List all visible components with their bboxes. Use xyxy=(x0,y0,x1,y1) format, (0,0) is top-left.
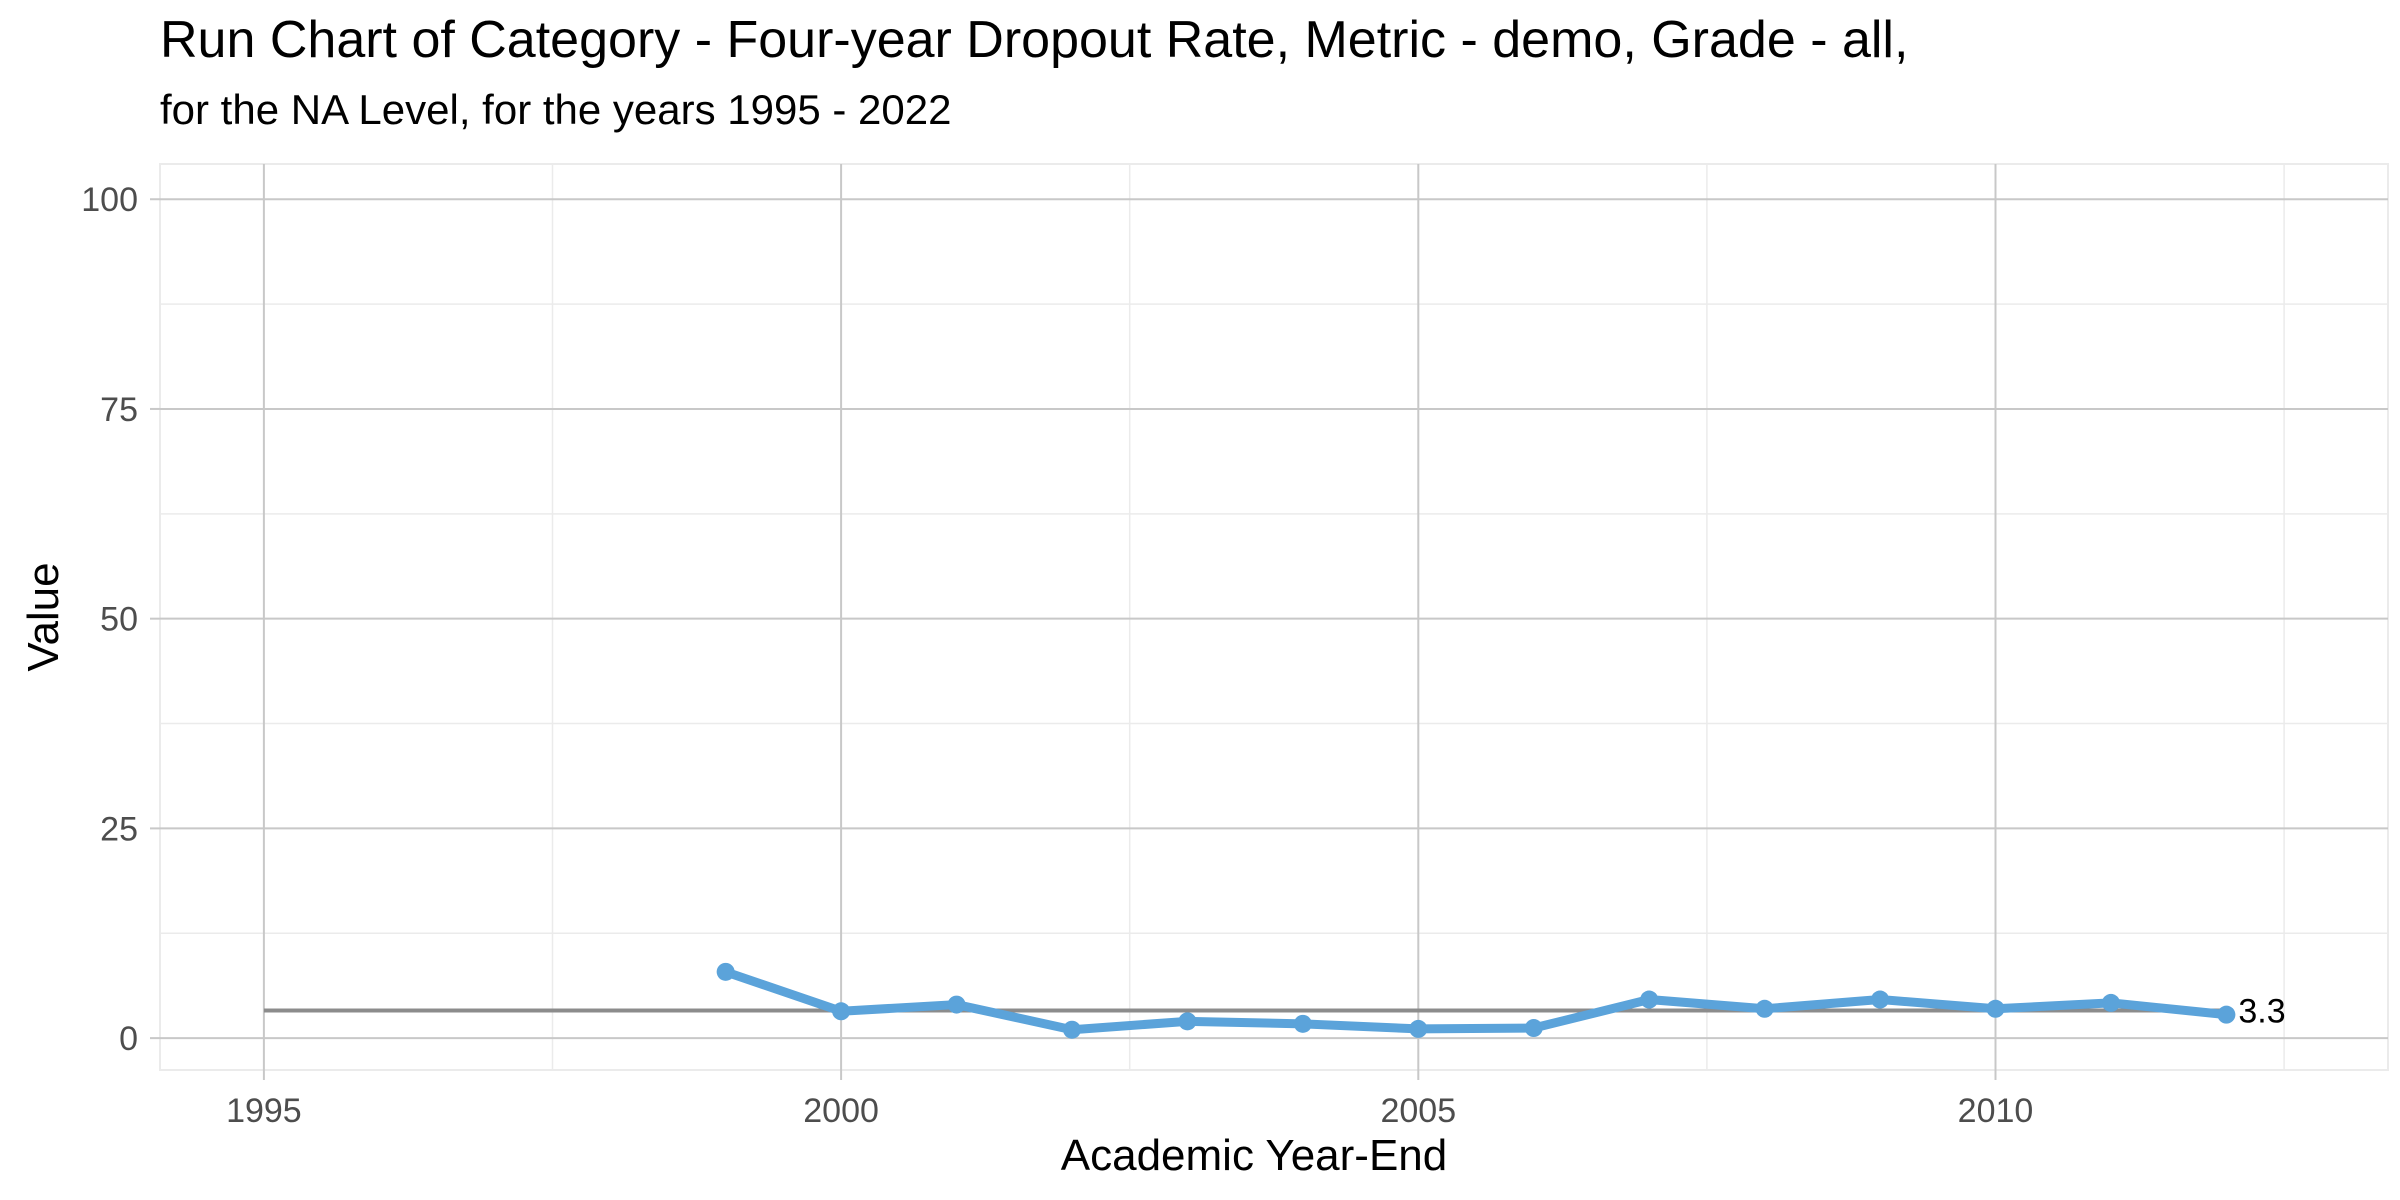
chart-title: Run Chart of Category - Four-year Dropou… xyxy=(160,11,1909,69)
x-tick-label: 2010 xyxy=(1958,1092,2034,1130)
data-point xyxy=(1755,999,1774,1018)
y-tick-label: 25 xyxy=(100,810,138,848)
y-tick-label: 75 xyxy=(100,391,138,429)
y-tick-label: 0 xyxy=(119,1020,138,1058)
data-point xyxy=(1062,1020,1081,1039)
data-point xyxy=(1986,999,2005,1018)
x-tick-label: 2000 xyxy=(803,1092,879,1130)
x-tick-label: 1995 xyxy=(226,1092,302,1130)
data-point xyxy=(2217,1005,2236,1024)
y-tick-label: 100 xyxy=(81,181,138,219)
series-line xyxy=(721,967,2231,1035)
end-value-label: 3.3 xyxy=(2238,992,2285,1030)
panel-border xyxy=(159,163,2389,1071)
data-point xyxy=(1293,1014,1312,1033)
y-axis-title: Value xyxy=(19,562,68,671)
data-point xyxy=(716,962,735,981)
data-point xyxy=(1871,990,1890,1009)
data-point xyxy=(1409,1019,1428,1038)
data-point xyxy=(832,1002,851,1021)
data-point xyxy=(1178,1012,1197,1031)
y-tick-label: 50 xyxy=(100,601,138,639)
data-point xyxy=(947,995,966,1014)
data-point xyxy=(1524,1019,1543,1038)
chart-subtitle: for the NA Level, for the years 1995 - 2… xyxy=(160,86,952,133)
x-axis-title: Academic Year-End xyxy=(1061,1131,1447,1180)
data-point xyxy=(1640,990,1659,1009)
x-tick-label: 2005 xyxy=(1380,1092,1456,1130)
data-point xyxy=(2101,993,2120,1012)
